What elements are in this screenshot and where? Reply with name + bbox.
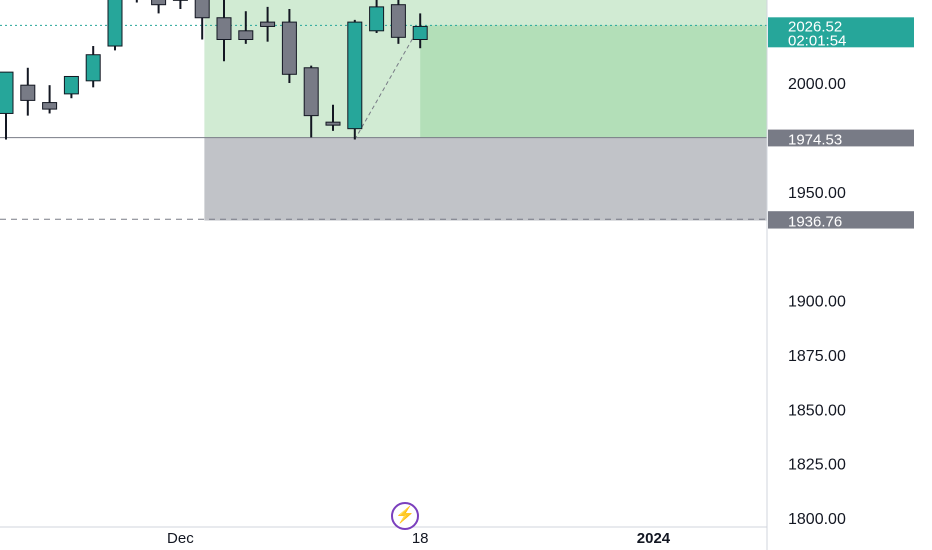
candle-body (325, 121, 341, 126)
candle-body (216, 17, 232, 40)
time-axis-label: Dec (167, 530, 194, 547)
candle[interactable] (194, 0, 210, 40)
candle-body (107, 0, 123, 47)
candle[interactable] (20, 67, 36, 116)
candle-body (281, 21, 297, 75)
price-axis-label: 1800.00 (788, 511, 846, 528)
candle[interactable] (260, 6, 276, 42)
candle-body (151, 0, 167, 6)
candle[interactable] (281, 9, 297, 83)
price-tag-bg (768, 130, 914, 147)
candle-body (85, 54, 101, 82)
price-tag: 1936.76 (768, 212, 914, 231)
candle[interactable] (85, 46, 101, 88)
price-tag-label: 1936.76 (788, 214, 842, 231)
price-tag-bg (768, 212, 914, 229)
candle[interactable] (172, 0, 188, 10)
lightning-icon: ⚡ (395, 507, 415, 524)
candle[interactable] (412, 13, 428, 49)
candle[interactable] (42, 85, 58, 114)
candle[interactable] (63, 75, 79, 99)
candle-body (20, 84, 36, 101)
candle-body (303, 67, 319, 117)
time-axis-label: 2024 (637, 530, 671, 547)
candle-body (42, 102, 58, 110)
candle[interactable] (216, 0, 232, 62)
current-price-tag-bg (768, 17, 914, 48)
candle[interactable] (151, 0, 167, 14)
candle[interactable] (130, 0, 144, 3)
bar-countdown: 02:01:54 (788, 32, 846, 49)
candle-body (347, 21, 363, 130)
candle[interactable] (390, 0, 406, 44)
price-axis-label: 1825.00 (788, 457, 846, 474)
candle[interactable] (369, 0, 385, 33)
candle[interactable] (0, 71, 14, 140)
candle-body (194, 0, 210, 19)
candle-body (63, 75, 79, 95)
candle-body (369, 6, 385, 32)
candle[interactable] (347, 19, 363, 140)
candle[interactable] (303, 65, 319, 138)
price-axis-label: 2000.00 (788, 76, 846, 93)
entry-connector-line (354, 25, 421, 140)
logo-lightning-button[interactable]: ⚡ (391, 502, 419, 530)
candle-body (0, 71, 14, 114)
price-axis-label: 1850.00 (788, 402, 846, 419)
price-tag-label: 1974.53 (788, 131, 842, 148)
price-axis-label: 1875.00 (788, 348, 846, 365)
current-price-value: 2026.52 (788, 18, 842, 35)
candle-body (260, 21, 276, 27)
candle[interactable] (238, 11, 254, 44)
price-tag: 1974.53 (768, 130, 914, 148)
profit-zone-active (420, 25, 767, 138)
candle-body (390, 4, 406, 38)
stop-loss-zone[interactable] (204, 137, 767, 221)
candle[interactable] (107, 0, 123, 51)
candle[interactable] (325, 104, 341, 131)
candle-body (238, 30, 254, 40)
time-axis-label: 18 (412, 530, 429, 547)
price-axis-label: 1900.00 (788, 294, 846, 311)
candle-body (412, 25, 428, 41)
price-axis-label: 1950.00 (788, 185, 846, 202)
